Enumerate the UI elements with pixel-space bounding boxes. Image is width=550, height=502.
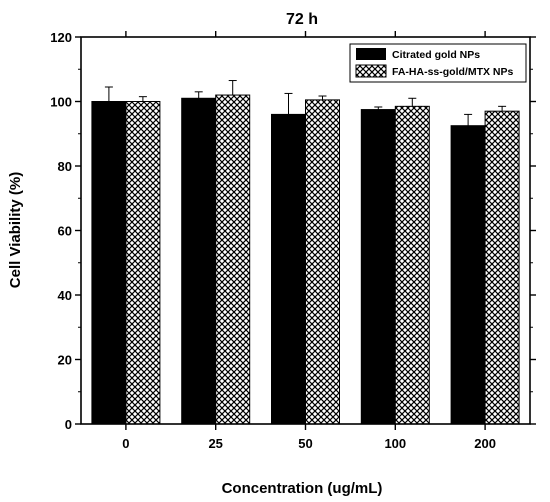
x-tick-label: 0 [122, 436, 129, 451]
bar-fa-ha-ss-25 [215, 94, 251, 425]
plot-frame [80, 36, 531, 425]
y-tick-label: 80 [58, 159, 72, 174]
y-tick-label: 100 [50, 95, 72, 110]
y-axis-title: Cell Viability (%) [7, 172, 24, 288]
bar-fa-ha-ss-0 [125, 101, 161, 425]
y-tick-label: 120 [50, 30, 72, 45]
plot-area: 0 20 40 60 80 100 120 0 25 50 100 200 [50, 30, 536, 451]
y-tick-label: 20 [58, 353, 72, 368]
x-axis-title: Concentration (ug/mL) [222, 480, 383, 497]
bar-fa-ha-ss-200 [484, 110, 520, 425]
bar-citrated-50 [271, 113, 306, 425]
legend-label-series-2: FA-HA-ss-gold/MTX NPs [392, 66, 513, 78]
bar-citrated-200 [450, 125, 486, 425]
bar-citrated-0 [91, 101, 127, 425]
bar-fa-ha-ss-100 [394, 105, 430, 425]
x-tick-label: 100 [384, 436, 406, 451]
bar-fa-ha-ss-50 [305, 99, 340, 425]
bar-citrated-25 [181, 97, 217, 425]
y-tick-label: 0 [65, 417, 72, 432]
x-tick-label: 200 [474, 436, 496, 451]
y-tick-label: 40 [58, 288, 72, 303]
legend-label-series-1: Citrated gold NPs [392, 49, 480, 61]
legend-swatch-series-1 [356, 48, 386, 60]
y-tick-label: 60 [58, 224, 72, 239]
bar-citrated-100 [360, 109, 396, 425]
x-tick-label: 25 [208, 436, 222, 451]
legend: Citrated gold NPs FA-HA-ss-gold/MTX NPs [349, 43, 527, 83]
x-tick-label: 50 [298, 436, 312, 451]
chart-title: 72 h [286, 11, 318, 28]
legend-swatch-series-2 [355, 64, 387, 78]
